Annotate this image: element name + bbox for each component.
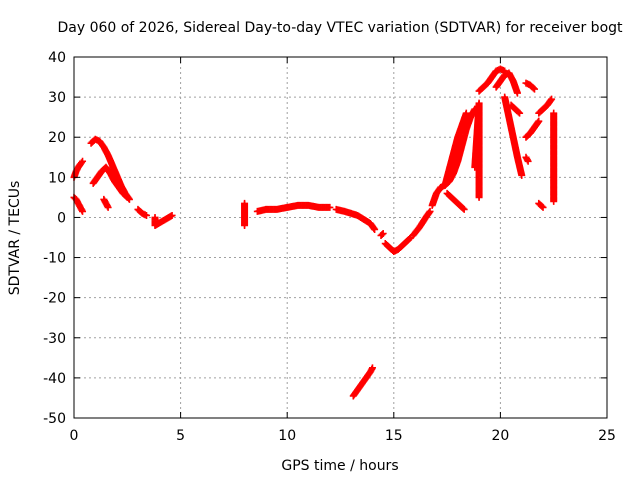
- data-point: [123, 193, 131, 201]
- chart-title: Day 060 of 2026, Sidereal Day-to-day VTE…: [57, 20, 623, 36]
- y-tick-label: 30: [48, 90, 66, 106]
- data-point: [535, 117, 543, 125]
- plot-frame: [73, 56, 608, 419]
- y-tick-label: -50: [43, 411, 66, 427]
- data-point: [142, 211, 150, 219]
- y-axis-label: SDTVAR / TECUs: [7, 181, 23, 296]
- y-tick-label: 20: [48, 130, 66, 146]
- y-tick-label: -40: [43, 371, 66, 387]
- data-point: [548, 95, 556, 103]
- data-point-interp: [378, 230, 386, 238]
- y-tick-label: 10: [48, 170, 66, 186]
- data-point: [368, 364, 376, 372]
- data-point: [513, 89, 521, 97]
- data-point: [241, 221, 249, 229]
- x-tick-label: 25: [598, 428, 616, 444]
- data-point: [104, 203, 112, 211]
- data-marks: [70, 65, 558, 400]
- x-axis-label: GPS time / hours: [281, 458, 398, 474]
- data-point: [460, 205, 468, 213]
- data-point: [531, 85, 539, 93]
- y-tick-label: -30: [43, 331, 66, 347]
- data-point: [377, 231, 385, 239]
- y-tick-label: 0: [57, 210, 66, 226]
- grid: [74, 57, 607, 418]
- y-tick-label: 40: [48, 50, 66, 66]
- y-tick-label: -10: [43, 251, 66, 267]
- data-point-interp: [538, 202, 546, 210]
- data-point: [539, 203, 547, 211]
- data-point: [518, 171, 526, 179]
- x-tick-label: 10: [278, 428, 296, 444]
- data-point: [462, 109, 470, 117]
- data-point: [79, 157, 87, 165]
- data-point-interp: [529, 84, 537, 92]
- data-point: [550, 197, 558, 205]
- data-point: [516, 109, 524, 117]
- data-point: [426, 207, 434, 215]
- data-point-interp: [459, 204, 467, 212]
- x-tick-labels: 0 5 10 15 20 25: [70, 428, 616, 444]
- data-point: [79, 207, 87, 215]
- data-point-interp: [77, 159, 85, 167]
- data-point-interp: [515, 108, 523, 116]
- data-point: [475, 193, 483, 201]
- data-point: [326, 203, 334, 211]
- data-point: [371, 225, 379, 233]
- data-point-interp: [122, 192, 130, 200]
- data-point: [168, 211, 176, 219]
- x-tick-label: 5: [176, 428, 185, 444]
- x-tick-label: 20: [491, 428, 509, 444]
- y-tick-labels: -50 -40 -30 -20 -10 0 10 20 30 40: [43, 50, 66, 427]
- x-tick-label: 15: [385, 428, 403, 444]
- data-point: [524, 157, 532, 165]
- axis-ticks: [73, 56, 608, 419]
- y-tick-label: -20: [43, 291, 66, 307]
- x-tick-label: 0: [70, 428, 79, 444]
